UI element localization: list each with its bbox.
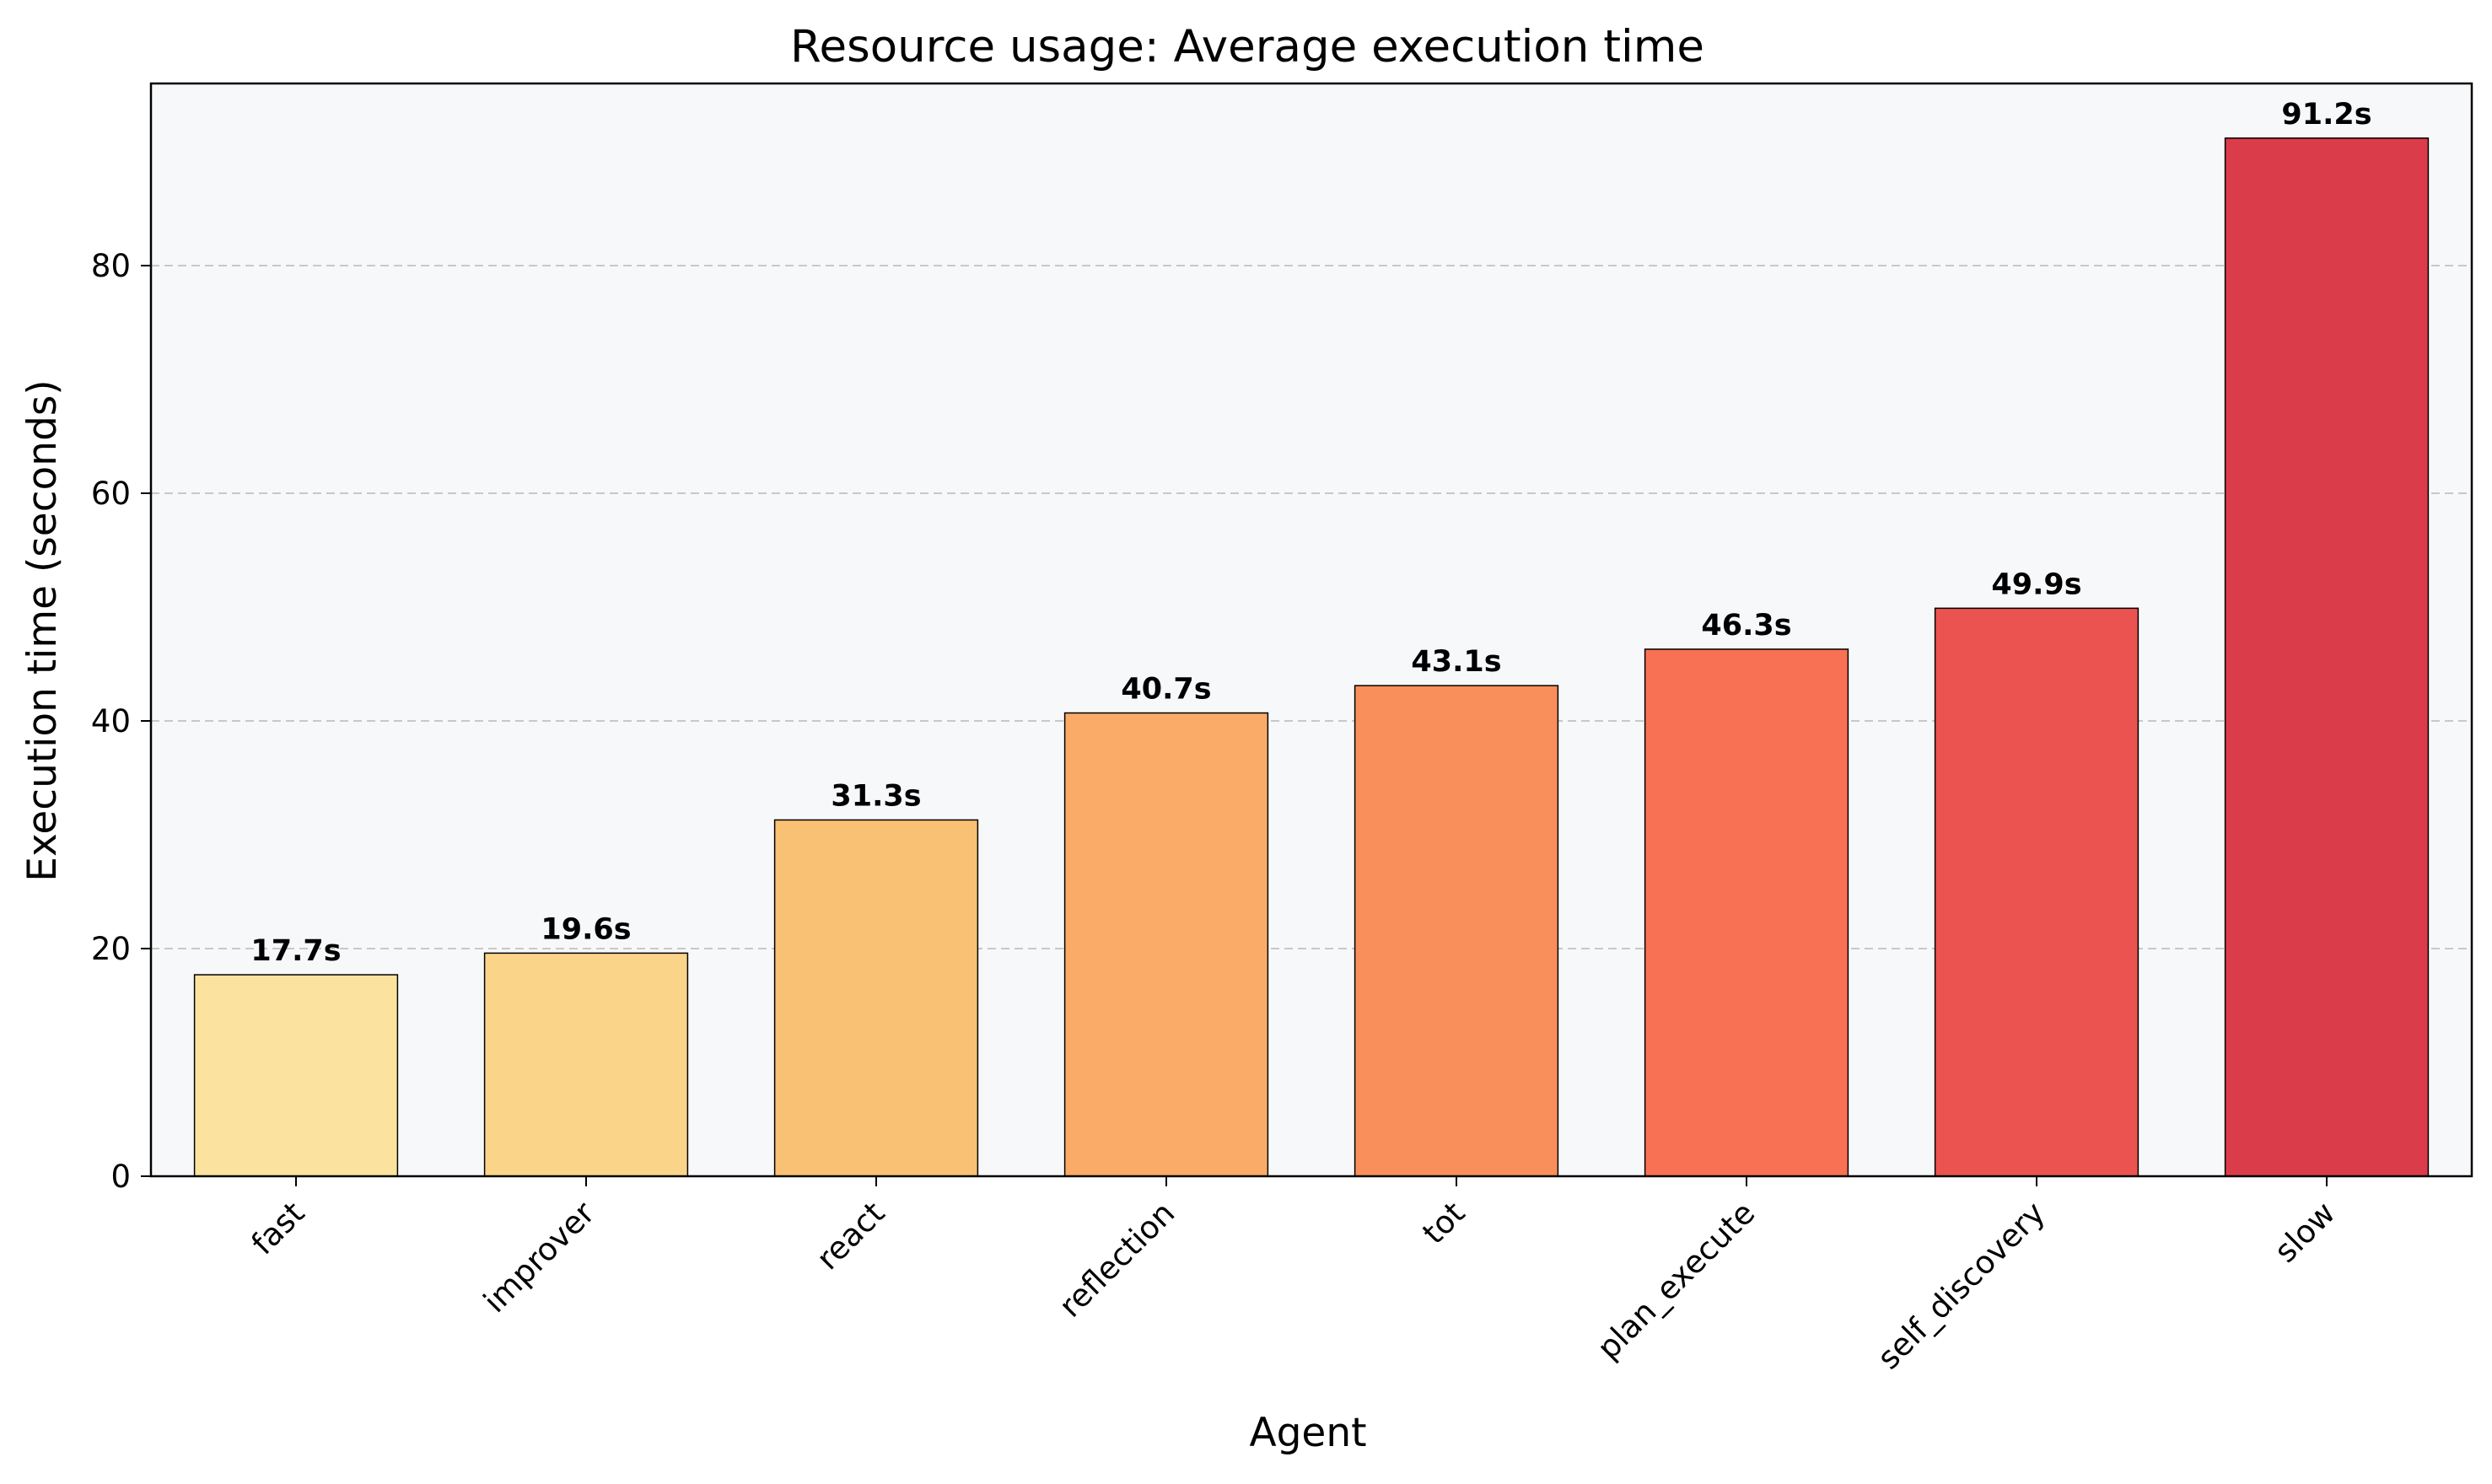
bar-tot <box>1354 685 1559 1177</box>
bars <box>193 137 2430 1177</box>
data-label-reflection: 40.7s <box>1121 673 1211 707</box>
bar-react <box>773 819 979 1177</box>
y-tick-label: 0 <box>110 1159 131 1195</box>
data-labels: 17.7s 19.6s 31.3s 40.7s 43.1s 46.3s 49.9s 91.2s <box>250 98 2371 968</box>
data-label-react: 31.3s <box>831 779 921 813</box>
data-label-slow: 91.2s <box>2281 98 2371 132</box>
bar-improver <box>483 952 689 1177</box>
bar-reflection <box>1063 712 1269 1177</box>
plot-frame <box>149 82 2473 1178</box>
bar-plan_execute <box>1644 648 1849 1177</box>
y-tick-label: 80 <box>91 248 131 284</box>
bar-slow <box>2224 137 2430 1177</box>
data-label-improver: 19.6s <box>541 912 631 946</box>
y-tick-label: 60 <box>91 476 131 512</box>
data-label-fast: 17.7s <box>250 934 341 968</box>
data-label-tot: 43.1s <box>1411 645 1501 679</box>
data-label-plan_execute: 46.3s <box>1701 609 1791 643</box>
y-tick-label: 40 <box>91 703 131 739</box>
x-axis-label: Agent <box>1249 1410 1366 1456</box>
bar-fast <box>193 974 399 1177</box>
y-axis-label: Execution time (seconds) <box>19 379 66 882</box>
data-label-self_discovery: 49.9s <box>1991 567 2081 601</box>
bar-self_discovery <box>1934 607 2139 1177</box>
chart-title: Resource usage: Average execution time <box>790 21 1704 73</box>
y-tick-label: 20 <box>91 931 131 967</box>
y-axis: 0 20 40 60 80 <box>91 248 151 1195</box>
